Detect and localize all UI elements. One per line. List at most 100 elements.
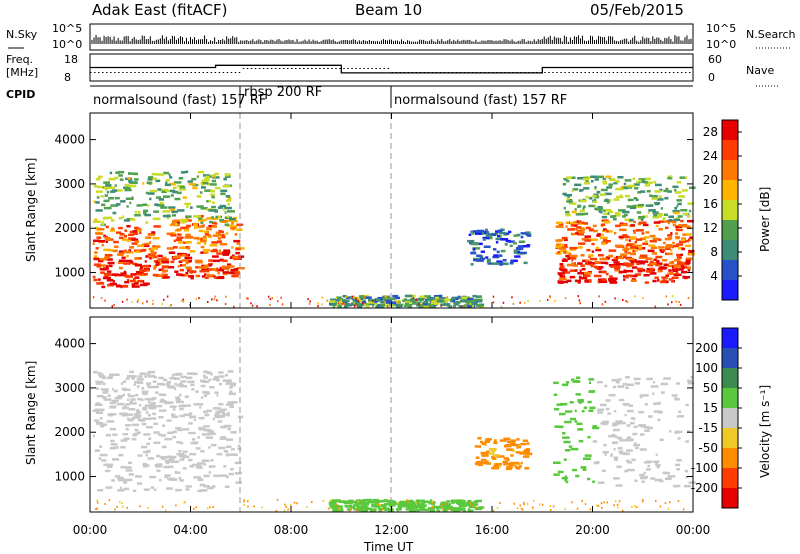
data-cell xyxy=(153,210,159,213)
data-cell xyxy=(388,509,391,513)
data-cell xyxy=(467,239,475,243)
data-cell xyxy=(117,476,124,480)
nave-trace xyxy=(90,68,691,73)
data-cell xyxy=(516,467,521,470)
data-cell xyxy=(212,217,219,220)
data-cell xyxy=(653,221,661,224)
data-cell xyxy=(617,436,622,440)
data-cell xyxy=(364,296,372,299)
data-cell xyxy=(511,260,514,264)
data-cell xyxy=(561,383,569,387)
data-speckle xyxy=(147,506,149,509)
data-cell xyxy=(480,250,485,253)
data-cell xyxy=(617,176,624,179)
nave-point xyxy=(475,72,478,73)
data-cell xyxy=(108,197,115,200)
data-cell xyxy=(619,194,623,197)
data-cell xyxy=(657,269,662,273)
nave-point xyxy=(676,72,679,73)
data-cell xyxy=(657,418,661,422)
data-cell xyxy=(196,195,202,198)
data-cell xyxy=(144,404,153,407)
data-cell xyxy=(405,504,410,508)
data-cell xyxy=(685,257,693,260)
nave-point xyxy=(178,72,180,73)
data-cell xyxy=(664,477,672,481)
data-cell xyxy=(357,301,360,304)
data-cell xyxy=(201,218,207,222)
data-cell xyxy=(118,261,125,264)
data-cell xyxy=(215,379,220,382)
data-cell xyxy=(96,178,101,181)
data-cell xyxy=(203,474,210,478)
time-axis: 00:00 04:00 08:00 12:00 16:00 20:00 00:00 xyxy=(73,113,710,537)
data-cell xyxy=(575,232,579,235)
data-speckle xyxy=(308,302,311,305)
data-cell xyxy=(555,245,562,249)
data-cell xyxy=(328,503,336,506)
data-cell xyxy=(564,449,571,452)
data-cell xyxy=(159,393,165,396)
data-cell xyxy=(345,500,353,504)
data-cell xyxy=(671,276,679,279)
x-tick-label: 16:00 xyxy=(475,523,510,537)
data-speckle xyxy=(104,299,106,302)
data-cell xyxy=(650,385,659,388)
data-cell xyxy=(503,457,509,460)
data-cell xyxy=(219,204,227,208)
data-cell xyxy=(475,242,483,246)
data-cell xyxy=(487,262,492,265)
data-cell xyxy=(113,389,118,393)
data-cell xyxy=(638,246,643,249)
data-cell xyxy=(559,425,564,429)
nave-point xyxy=(387,68,389,69)
data-cell xyxy=(663,213,668,216)
data-cell xyxy=(578,439,584,443)
data-cell xyxy=(162,195,171,198)
power-y-label: Slant Range [km] xyxy=(24,158,38,262)
data-cell xyxy=(573,380,580,383)
data-cell xyxy=(203,264,209,268)
data-speckle xyxy=(335,297,338,300)
data-cell xyxy=(98,375,106,378)
freq-tick-top: 18 xyxy=(64,53,78,66)
data-cell xyxy=(637,191,642,194)
data-cell xyxy=(371,504,377,507)
data-cell xyxy=(141,390,149,393)
data-cell xyxy=(658,215,663,218)
data-cell xyxy=(155,179,161,183)
data-cell xyxy=(569,269,576,272)
data-cell xyxy=(178,246,187,249)
data-cell xyxy=(151,172,159,176)
data-cell xyxy=(176,236,184,239)
data-cell xyxy=(132,278,136,281)
data-cell xyxy=(644,429,650,432)
nave-point xyxy=(282,68,285,69)
data-speckle xyxy=(412,297,415,300)
data-cell xyxy=(131,285,140,288)
data-cell xyxy=(659,249,662,252)
data-cell xyxy=(193,226,199,229)
data-cell xyxy=(221,267,227,270)
data-cell xyxy=(185,267,193,270)
data-cell xyxy=(146,464,150,467)
data-speckle xyxy=(472,504,474,507)
data-cell xyxy=(104,469,111,473)
data-cell xyxy=(93,370,98,374)
data-cell xyxy=(162,265,169,269)
data-cell xyxy=(105,240,108,243)
data-cell xyxy=(212,259,220,263)
data-cell xyxy=(104,235,108,239)
data-cell xyxy=(216,412,220,416)
data-speckle xyxy=(382,507,384,510)
data-cell xyxy=(215,376,219,380)
data-cell xyxy=(120,465,126,469)
data-cell xyxy=(477,499,482,503)
data-cell xyxy=(157,382,163,386)
data-cell xyxy=(660,250,665,253)
data-cell xyxy=(115,171,120,174)
data-cell xyxy=(222,379,228,382)
data-cell xyxy=(175,372,183,376)
data-cell xyxy=(388,297,396,301)
nave-point xyxy=(278,68,281,69)
